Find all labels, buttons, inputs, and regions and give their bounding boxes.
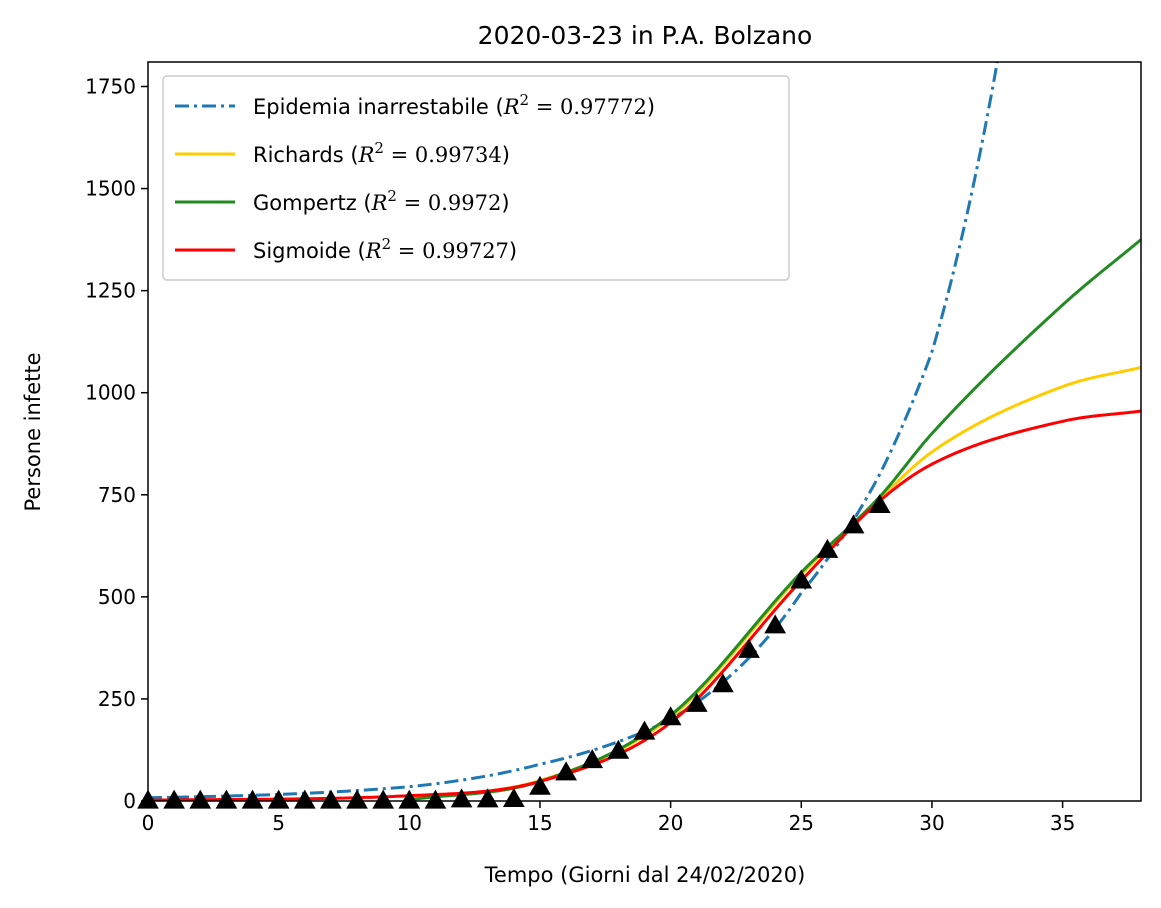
observed-point [633, 720, 656, 740]
series-line-epidemia-inarrestabile [148, 62, 999, 800]
observed-point [450, 788, 473, 808]
observed-point [424, 789, 447, 809]
y-tick-label: 1250 [85, 279, 136, 303]
x-tick-label: 0 [142, 811, 155, 835]
series-line-sigmoide [148, 409, 1141, 801]
observed-point [738, 638, 760, 658]
observed-point [241, 789, 264, 809]
observed-point [659, 706, 682, 726]
observed-point [685, 692, 708, 712]
y-tick-label: 1750 [85, 74, 136, 98]
y-tick-label: 750 [98, 483, 136, 507]
y-tick-label: 0 [123, 789, 136, 813]
observed-point [293, 789, 316, 809]
observed-point [320, 789, 342, 809]
x-tick-label: 30 [919, 811, 944, 835]
observed-point [842, 514, 865, 534]
observed-point [476, 788, 499, 808]
y-tick-label: 500 [98, 585, 136, 609]
observed-markers [137, 493, 891, 809]
observed-point [529, 775, 551, 795]
series-layer [148, 62, 1141, 801]
observed-point [555, 761, 577, 781]
observed-point [816, 538, 839, 558]
chart-title: 2020-03-23 in P.A. Bolzano [478, 21, 813, 50]
y-axis: 0 250 500 750 1000 1250 1500 1750 [85, 74, 148, 813]
legend: Epidemia inarrestabile (R2 = 0.97772) Ric… [162, 75, 790, 281]
observed-point [712, 673, 734, 693]
legend-label: Sigmoide (R2 = 0.99727) [253, 235, 517, 263]
observed-point [764, 614, 787, 634]
x-tick-label: 10 [397, 811, 422, 835]
observed-point [607, 739, 630, 759]
x-tick-label: 25 [789, 811, 814, 835]
x-tick-label: 5 [272, 811, 285, 835]
x-tick-label: 20 [658, 811, 683, 835]
observed-point [398, 789, 421, 809]
observed-point [215, 789, 238, 809]
legend-box [162, 75, 790, 281]
x-axis-label: Tempo (Giorni dal 24/02/2020) [484, 863, 806, 887]
x-axis: 0 5 10 15 20 25 30 35 [142, 801, 1075, 835]
plot-frame [147, 61, 1142, 802]
observed-point [163, 789, 185, 809]
y-tick-label: 1500 [85, 177, 136, 201]
observed-point [790, 569, 813, 589]
observed-point [267, 789, 290, 809]
legend-label: Gompertz (R2 = 0.9972) [253, 187, 510, 215]
legend-label: Epidemia inarrestabile (R2 = 0.97772) [253, 91, 655, 119]
x-tick-label: 35 [1050, 811, 1075, 835]
observed-point [189, 789, 212, 809]
observed-point [502, 787, 525, 807]
observed-point [868, 493, 891, 513]
legend-label: Richards (R2 = 0.99734) [253, 139, 510, 167]
y-axis-label: Persone infette [21, 352, 45, 511]
x-tick-label: 15 [527, 811, 552, 835]
observed-point [581, 749, 604, 769]
y-tick-label: 1000 [85, 381, 136, 405]
observed-point [346, 789, 368, 809]
observed-point [372, 789, 395, 809]
y-tick-label: 250 [98, 687, 136, 711]
